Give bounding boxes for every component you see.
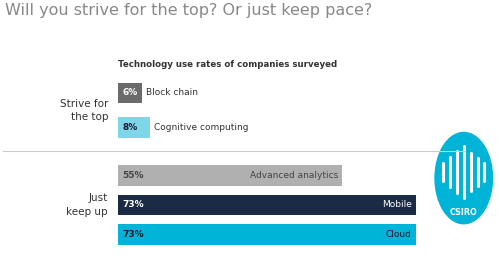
Text: 55%: 55% [122, 171, 144, 180]
Text: Advanced analytics: Advanced analytics [250, 171, 338, 180]
Text: 8%: 8% [122, 123, 138, 132]
Bar [118, 82, 142, 103]
Text: Strive for
the top: Strive for the top [60, 98, 108, 122]
Text: Mobile: Mobile [382, 200, 412, 209]
Text: Technology use rates of companies surveyed: Technology use rates of companies survey… [118, 60, 336, 69]
Text: 73%: 73% [122, 200, 144, 209]
Text: Cognitive computing: Cognitive computing [154, 123, 249, 132]
Bar [118, 165, 342, 186]
Text: 73%: 73% [122, 230, 144, 239]
Text: 6%: 6% [122, 88, 138, 97]
Bar [118, 194, 416, 215]
Text: Will you strive for the top? Or just keep pace?: Will you strive for the top? Or just kee… [5, 3, 372, 17]
Text: Cloud: Cloud [386, 230, 412, 239]
Text: CSIRO: CSIRO [450, 208, 477, 217]
Text: Just
keep up: Just keep up [66, 193, 108, 217]
Bar [118, 224, 416, 245]
Text: Block chain: Block chain [146, 88, 198, 97]
Circle shape [435, 133, 492, 224]
Bar [118, 117, 150, 138]
